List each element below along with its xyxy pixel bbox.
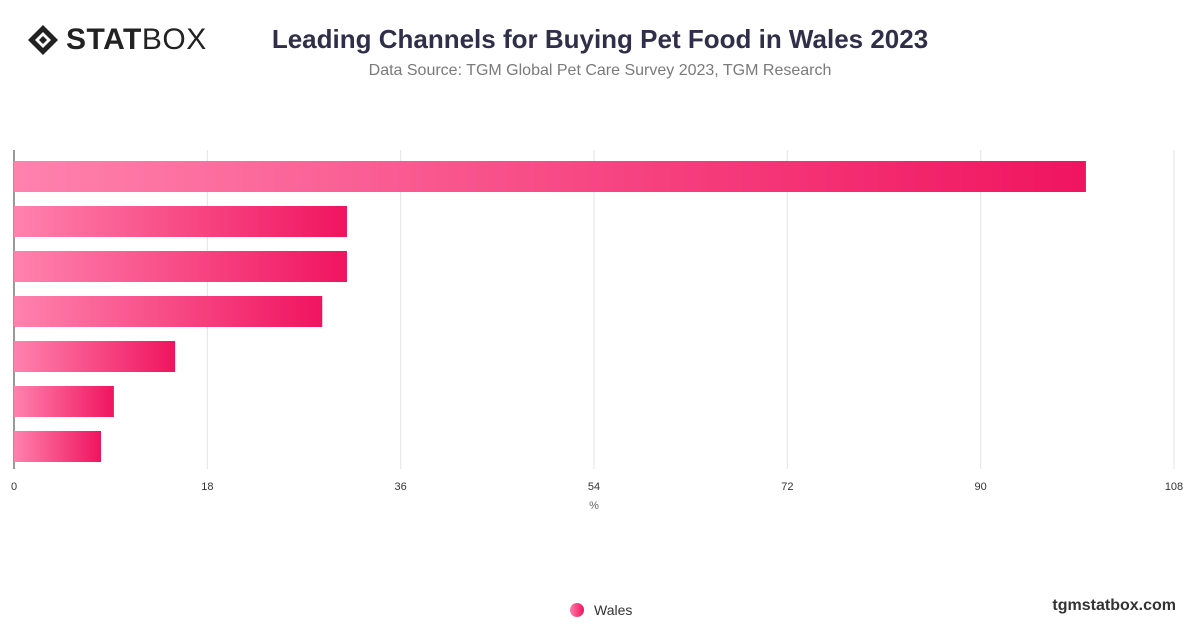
bars [14,161,1086,462]
x-axis-label: % [589,500,599,512]
bar[interactable] [14,341,176,372]
x-tick-label: 36 [395,481,407,493]
bar[interactable] [14,251,347,282]
logo-box-text: BOX [141,23,207,56]
x-tick-label: 18 [201,481,213,493]
chart-title: Leading Channels for Buying Pet Food in … [271,24,929,54]
chart-subtitle: Data Source: TGM Global Pet Care Survey … [368,62,832,79]
bar[interactable] [14,431,101,462]
bar[interactable] [14,161,1086,192]
site-url: tgmstatbox.com [1052,597,1176,614]
statbox-diamond-icon [28,25,58,55]
x-tick-labels: 0 18 36 54 72 90 108 [11,481,1183,493]
legend[interactable]: Wales [570,602,632,618]
statbox-logo: STATBOX [26,22,207,58]
x-tick-label: 108 [1165,481,1183,493]
legend-marker-wales [570,603,584,617]
logo-stat-text: STAT [66,23,142,56]
x-tick-label: 72 [781,481,793,493]
bar[interactable] [14,206,347,237]
bar[interactable] [14,296,323,327]
legend-label-wales: Wales [594,602,633,618]
x-tick-label: 0 [11,481,17,493]
x-tick-label: 90 [975,481,987,493]
logo-wordmark: STATBOX [66,25,207,55]
bar[interactable] [14,386,114,417]
x-tick-label: 54 [588,481,600,493]
